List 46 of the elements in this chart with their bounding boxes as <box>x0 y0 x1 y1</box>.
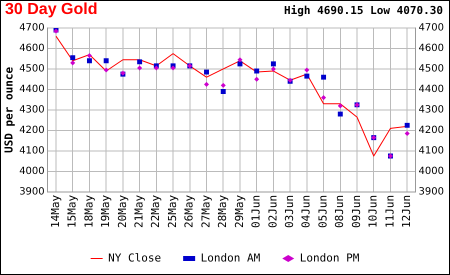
x-tick-label: 27May <box>199 194 212 228</box>
x-tick-label: 05Jun <box>316 194 330 228</box>
x-tick-label: 03Jun <box>282 194 296 228</box>
x-tick-label: 18May <box>82 194 96 228</box>
y2-tick-label: 4700 <box>418 22 444 34</box>
y2-tick-label: 3900 <box>418 186 444 198</box>
x-tick-label: 20May <box>116 194 129 228</box>
x-tick-label: 01Jun <box>250 194 263 228</box>
y2-tick-label: 4100 <box>418 146 444 157</box>
chart-subtitle: High 4690.15 Low 4070.30 <box>284 4 443 17</box>
y-tick-label: 4100 <box>19 146 45 157</box>
x-tick-label: 25May <box>166 194 179 228</box>
y2-tick-label: 4000 <box>418 166 444 177</box>
x-tick-label: 19May <box>99 194 112 228</box>
x-tick-label: 12Jun <box>400 194 414 228</box>
y-tick-label: 4400 <box>19 84 45 96</box>
y2-tick-label: 4500 <box>418 64 444 75</box>
x-tick-label: 21May <box>132 194 146 228</box>
x-tick-label: 09Jun <box>350 194 363 228</box>
x-tick-label: 10Jun <box>366 194 380 228</box>
y-tick-label: 4000 <box>19 166 45 177</box>
y2-tick-label: 4200 <box>418 125 444 136</box>
y-axis-title: USD per ounce <box>2 66 16 153</box>
y-tick-label: 4500 <box>19 64 45 75</box>
x-tick-label: 02Jun <box>266 194 280 228</box>
y-tick-label: 4700 <box>19 22 45 34</box>
y2-tick-label: 4300 <box>418 104 444 116</box>
chart-title: 30 Day Gold <box>5 1 98 19</box>
y2-tick-label: 4400 <box>418 84 444 96</box>
y-tick-label: 4200 <box>19 125 45 136</box>
x-tick-label: 22May <box>149 194 162 228</box>
x-tick-label: 08Jun <box>333 194 346 228</box>
legend-label: London AM <box>200 251 261 264</box>
x-tick-label: 11Jun <box>383 194 396 228</box>
x-tick-label: 14May <box>48 194 62 228</box>
legend-label: NY Close <box>108 251 162 264</box>
x-tick-label: 26May <box>182 194 196 228</box>
y-tick-label: 4600 <box>19 43 45 54</box>
x-tick-label: 29May <box>232 194 246 228</box>
legend-label: London PM <box>300 251 360 264</box>
y2-tick-label: 4600 <box>418 43 444 54</box>
x-tick-label: 28May <box>216 194 230 228</box>
y-tick-label: 4300 <box>19 104 45 116</box>
y-tick-label: 3900 <box>19 186 45 198</box>
x-tick-label: 15May <box>66 194 79 228</box>
x-tick-label: 04Jun <box>300 194 313 228</box>
